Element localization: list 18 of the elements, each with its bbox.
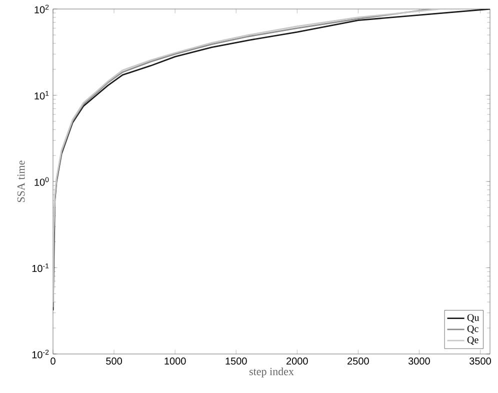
x-tick-label: 3500 [469, 358, 491, 365]
x-tick-label: 0 [50, 358, 56, 365]
x-tick-label: 500 [106, 358, 122, 365]
x-tick-label: 1500 [226, 358, 247, 365]
x-tick-label: 1000 [164, 358, 186, 365]
x-tick-label: 2500 [348, 358, 369, 365]
y-tick-label: 10$^{2}$ [34, 4, 49, 14]
x-axis-title: step index [250, 367, 294, 378]
legend-label: Qu [467, 314, 480, 322]
y-tick-label: 10$^{-2}$ [32, 350, 49, 358]
x-tick-label: 3000 [408, 358, 430, 365]
y-tick-label: 10$^{-1}$ [32, 263, 49, 272]
legend-label: Qc [467, 325, 478, 334]
y-tick-label: 10$^{1}$ [34, 90, 49, 100]
y-axis-title: SSA time [17, 160, 25, 202]
y-tick-label: 10$^{0}$ [34, 177, 49, 186]
x-tick-label: 2000 [286, 358, 308, 365]
legend-label: Qe [467, 336, 478, 345]
